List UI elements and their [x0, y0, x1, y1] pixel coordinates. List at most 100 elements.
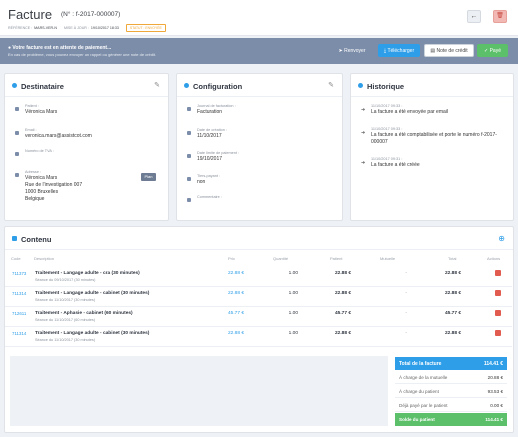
row-price: 22.88 €: [227, 291, 244, 296]
row-total: 45.77 €: [444, 311, 461, 316]
total-value: 114.41 €: [483, 360, 503, 367]
download-button[interactable]: ⤓ Télécharger: [378, 44, 420, 57]
row-description: Traitement - Aphasie - cabinet (60 minut…: [35, 311, 133, 316]
row-description: Traitement - Langage adulte - cabinet (3…: [35, 291, 150, 296]
row-mutuelle: -: [405, 311, 407, 316]
paid-value: 0.00 €: [490, 402, 503, 408]
created-value: 11/10/2017: [197, 133, 222, 139]
bell-icon: ●: [8, 45, 13, 51]
divider: [5, 96, 168, 97]
patient-share-value: 93.53 €: [487, 388, 503, 394]
trash-icon[interactable]: [495, 330, 501, 336]
edit-recipient-icon[interactable]: ✎: [154, 82, 160, 89]
page-title: Facture: [8, 7, 53, 22]
credit-note-button[interactable]: ▤ Note de crédit: [424, 44, 474, 57]
edit-config-icon[interactable]: ✎: [328, 82, 334, 89]
list-icon: [12, 236, 17, 241]
row-description: Traitement - Langage adulte - cabinet (3…: [35, 331, 150, 336]
row-code[interactable]: 711314: [12, 331, 27, 336]
arrow-right-icon: ➜: [361, 130, 366, 136]
config-title: Configuration: [193, 82, 243, 91]
row-mutuelle: -: [405, 331, 407, 336]
status-badge: STATUT : ENVOYÉE: [125, 24, 166, 32]
send-icon: ➤: [338, 47, 345, 54]
journal-field: Journal de facturation : Facturation: [197, 104, 236, 116]
divider: [351, 96, 513, 97]
row-total: 22.88 €: [444, 331, 461, 336]
tiers-payant-value: non: [197, 179, 206, 185]
table-row: 711373 Traitement - Langage adulte - cra…: [5, 267, 512, 287]
comment-label: Commentaire :: [197, 195, 222, 199]
due-field: Date limite de paiement : 19/10/2017: [197, 151, 239, 163]
comment-icon: [187, 198, 191, 202]
row-quantity: 1.00: [288, 271, 298, 276]
trash-icon[interactable]: [495, 270, 501, 276]
row-patient: 22.88 €: [334, 291, 351, 296]
calendar-icon: [187, 131, 191, 135]
user-icon: [12, 83, 17, 88]
delete-button[interactable]: 🗑: [493, 10, 507, 23]
back-button[interactable]: ←: [467, 10, 481, 23]
history-date: 11/10/2017 09:33 :: [371, 127, 403, 131]
content-title: Contenu: [21, 235, 52, 244]
column-header: Actions: [487, 256, 501, 261]
created-field: Date de création : 11/10/2017: [197, 128, 227, 140]
row-code[interactable]: 712611: [12, 311, 27, 316]
mutuelle-value: 20.88 €: [487, 374, 503, 380]
paid-label: Déjà payé par le patient: [399, 402, 448, 408]
row-quantity: 1.00: [288, 331, 298, 336]
balance-label: Solde du patient: [399, 417, 435, 422]
comment-field: Commentaire :: [197, 195, 222, 200]
row-code[interactable]: 711373: [12, 271, 27, 276]
email-value: veronica.mars@assistcot.com: [25, 133, 92, 139]
banner-title-text: Votre facture est en attente de paiement…: [12, 45, 112, 51]
history-item: 11/10/2017 09:33 : La facture a été envo…: [371, 104, 501, 116]
total-label: Total de la facture: [399, 360, 442, 367]
credit-note-label: Note de crédit: [436, 47, 468, 54]
arrow-right-icon: ➜: [361, 160, 366, 166]
calendar-icon: [187, 154, 191, 158]
payment-banner: ● Votre facture est en attente de paieme…: [0, 38, 518, 64]
trash-icon[interactable]: [495, 290, 501, 296]
address-line: Rue de l'investigation 007: [25, 182, 83, 188]
patient-field: Patient : Véronica Mars: [25, 104, 57, 116]
check-icon: ✓: [484, 47, 490, 54]
row-price: 22.88 €: [227, 331, 244, 336]
history-date: 11/10/2017 09:33 :: [371, 104, 403, 108]
patient-label: Patient :: [25, 104, 39, 108]
paid-button[interactable]: ✓ Payé: [477, 44, 508, 57]
paid-label: Payé: [489, 47, 501, 54]
config-card: Configuration ✎ Journal de facturation :…: [176, 73, 343, 221]
row-price: 22.88 €: [227, 271, 244, 276]
add-line-icon[interactable]: ⊕: [498, 234, 505, 243]
row-date: Séance du 11/10/2017 (30 minutes): [35, 338, 96, 342]
divider: [5, 249, 513, 250]
history-item: 11/10/2017 09:33 : La facture a été comp…: [371, 127, 501, 146]
created-label: Date de création :: [197, 128, 227, 132]
history-text: La facture a été envoyée par email: [371, 109, 448, 115]
trash-icon[interactable]: [495, 310, 501, 316]
invoice-total: Total de la facture 114.41 €: [395, 357, 507, 370]
map-button[interactable]: Plan: [141, 173, 156, 181]
download-label: Télécharger: [387, 47, 415, 54]
email-field: Email : veronica.mars@assistcot.com: [25, 128, 92, 140]
invoice-meta: RÉFÉRENCE : MARS-VER-N MISE À JOUR : 19/…: [8, 24, 166, 32]
row-code[interactable]: 711314: [12, 291, 27, 296]
row-description: Traitement - Langage adulte - cra (30 mi…: [35, 271, 140, 276]
history-title: Historique: [367, 82, 405, 91]
person-icon: [15, 107, 19, 111]
book-icon: [187, 107, 191, 111]
column-header: Total: [448, 256, 457, 261]
row-price: 45.77 €: [227, 311, 244, 316]
recipient-card: Destinataire ✎ Patient : Véronica Mars E…: [4, 73, 169, 221]
arrow-right-icon: ➜: [361, 107, 366, 113]
address-line: 1000 Bruxelles: [25, 189, 59, 195]
already-paid: Déjà payé par le patient 0.00 €: [395, 399, 507, 412]
history-card: Historique ➜ 11/10/2017 09:33 : La factu…: [350, 73, 514, 221]
tiers-payant-field: Tiers-payant : non: [197, 174, 220, 186]
home-icon: [15, 173, 19, 177]
address-line: Belgique: [25, 196, 45, 202]
notes-area: [10, 356, 388, 426]
email-label: Email :: [25, 128, 37, 132]
resend-button[interactable]: ➤ Renvoyer: [333, 44, 371, 57]
